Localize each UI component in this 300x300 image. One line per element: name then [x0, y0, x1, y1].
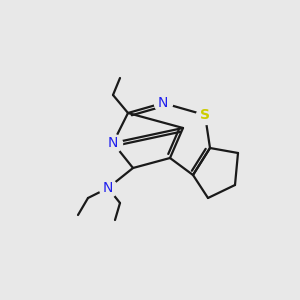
Text: N: N — [108, 136, 118, 150]
Text: S: S — [200, 108, 210, 122]
Text: N: N — [103, 181, 113, 195]
Text: N: N — [158, 96, 168, 110]
